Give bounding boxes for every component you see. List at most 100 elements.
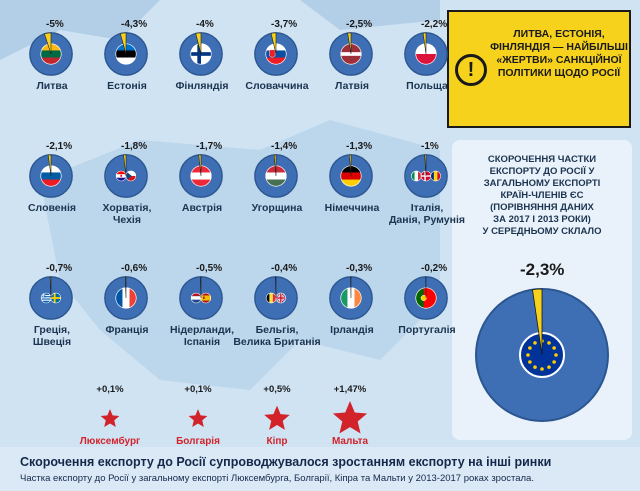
decline-label: -0,2% (421, 263, 448, 274)
gain-label: +0,1% (184, 384, 212, 395)
country-name: Угорщина (251, 202, 303, 214)
callout-box: ! ЛИТВА, ЕСТОНІЯ, ФІНЛЯНДІЯ — НАЙБІЛЬШІ … (447, 10, 631, 128)
decline-label: -0,3% (346, 263, 373, 274)
country-name: Латвія (334, 80, 370, 92)
country-item: -0,5% Нідерланди, Іспанія (162, 263, 242, 356)
gain-star (264, 405, 290, 430)
decline-slice (347, 32, 352, 55)
country-item: -1,8% Хорватія, Чехія (87, 141, 167, 234)
decline-label: -2,1% (46, 141, 73, 152)
star-icon (100, 409, 120, 427)
gain-label: +0,1% (96, 384, 124, 395)
decline-pie (29, 32, 73, 76)
country-name: Бельгія, Велика Британія (233, 324, 321, 348)
decline-slice (124, 276, 127, 299)
decline-pie (254, 276, 298, 320)
country-name: Франція (105, 324, 149, 336)
gain-item: +0,1% Болгарія (163, 384, 233, 447)
decline-pie (179, 32, 223, 76)
decline-pie (179, 276, 223, 320)
decline-slice (198, 154, 202, 177)
decline-pie (104, 154, 148, 198)
average-slice (532, 288, 543, 356)
gain-country-name: Кіпр (266, 436, 288, 447)
decline-slice (200, 276, 202, 299)
decline-label: -2,5% (346, 19, 373, 30)
callout-text: ЛИТВА, ЕСТОНІЯ, ФІНЛЯНДІЯ — НАЙБІЛЬШІ «Ж… (490, 28, 628, 79)
gain-label: +1,47% (333, 384, 367, 395)
decline-pie (254, 154, 298, 198)
country-name: Словаччина (245, 80, 309, 92)
decline-slice (49, 276, 52, 299)
country-item: -0,4% Бельгія, Велика Британія (233, 263, 320, 356)
country-item: -0,3% Ірландія (312, 263, 392, 356)
decline-pie (404, 32, 448, 76)
gain-country-name: Болгарія (176, 436, 220, 447)
average-pie (475, 288, 609, 422)
decline-label: -1% (421, 141, 439, 152)
eu-star (533, 365, 537, 369)
country-item: -4% Фінляндія (162, 19, 242, 112)
decline-label: -0,5% (196, 263, 223, 274)
decline-slice (120, 32, 127, 55)
star-icon (264, 405, 290, 430)
decline-slice (47, 154, 52, 177)
country-item: -1,3% Німеччина (312, 141, 392, 234)
country-item: -2,2% Польща (387, 19, 467, 112)
decline-slice (348, 154, 352, 177)
decline-pie (404, 276, 448, 320)
decline-label: -1,7% (196, 141, 223, 152)
decline-label: -3,7% (271, 19, 298, 30)
eu-star (547, 365, 551, 369)
country-name: Литва (36, 80, 68, 92)
country-item: -3,7% Словаччина (237, 19, 317, 112)
country-name: Фінляндія (175, 80, 229, 92)
decline-label: -1,4% (271, 141, 298, 152)
decline-label: -4,3% (121, 19, 148, 30)
eu-star (554, 353, 558, 357)
star-icon (188, 409, 208, 427)
decline-pie (29, 276, 73, 320)
eu-star (540, 367, 544, 371)
decline-label: -0,7% (46, 263, 73, 274)
country-item: -1,7% Австрія (162, 141, 242, 234)
decline-label: -4% (196, 19, 214, 30)
eu-star (526, 353, 530, 357)
gain-star (188, 409, 208, 427)
country-item: -2,5% Латвія (312, 19, 392, 112)
decline-pie (329, 154, 373, 198)
country-name: Естонія (107, 80, 147, 92)
average-description: СКОРОЧЕННЯ ЧАСТКИ ЕКСПОРТУ ДО РОСІЇ У ЗА… (482, 154, 602, 237)
decline-pie (254, 32, 298, 76)
average-panel: СКОРОЧЕННЯ ЧАСТКИ ЕКСПОРТУ ДО РОСІЇ У ЗА… (452, 140, 632, 440)
country-item: -0,7% Греція, Швеція (12, 263, 92, 356)
decline-slice (44, 32, 52, 55)
country-name: Греція, Швеція (32, 324, 72, 348)
gain-label: +0,5% (263, 384, 291, 395)
exclamation-icon: ! (455, 54, 487, 86)
country-name: Австрія (181, 202, 223, 214)
decline-slice (270, 32, 277, 55)
gain-star (100, 409, 120, 427)
average-value-label: -2,3% (520, 260, 565, 279)
decline-slice (195, 32, 202, 55)
decline-slice (422, 32, 427, 55)
country-item: -5% Литва (12, 19, 92, 112)
country-item: -2,1% Словенія (12, 141, 92, 234)
decline-label: -1,3% (346, 141, 373, 152)
country-name: Ірландія (330, 324, 374, 336)
gain-item: +1,47% Мальта (315, 384, 385, 447)
country-item: -0,2% Португалія (387, 263, 467, 356)
footer-title: Скорочення експорту до Росії супроводжув… (20, 455, 552, 469)
gain-country-name: Люксембург (79, 436, 141, 447)
eu-star (552, 346, 556, 350)
decline-label: -0,4% (271, 263, 298, 274)
decline-slice (123, 154, 127, 177)
decline-pie (29, 154, 73, 198)
country-name: Нідерланди, Іспанія (169, 324, 235, 348)
decline-label: -5% (46, 19, 64, 30)
eu-star (528, 360, 532, 364)
country-name: Хорватія, Чехія (102, 202, 152, 226)
decline-label: -1,8% (121, 141, 148, 152)
decline-pie (179, 154, 223, 198)
